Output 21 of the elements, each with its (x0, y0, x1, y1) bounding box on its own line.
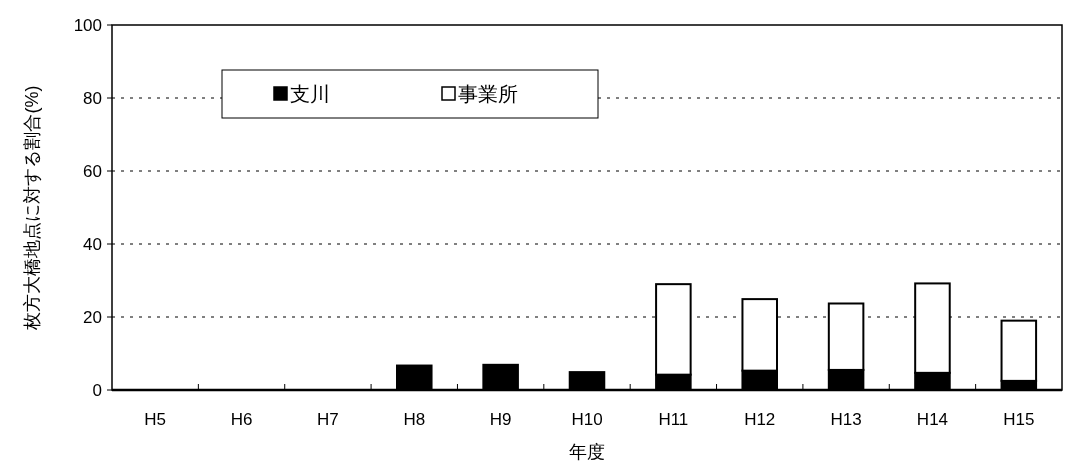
x-tick-label: H9 (489, 410, 512, 429)
x-tick-label: H8 (403, 410, 426, 429)
y-tick-label: 80 (83, 89, 102, 108)
x-tick-label: H11 (658, 410, 689, 429)
y-axis-title: 枚方大橋地点に対する割合(%) (22, 85, 42, 331)
y-tick-label: 60 (83, 162, 102, 181)
y-tick-label: 0 (92, 381, 102, 400)
y-tick-label: 100 (73, 16, 102, 35)
legend-label: 支川 (290, 83, 330, 105)
x-tick-label: H5 (144, 410, 167, 429)
x-tick-label: H12 (744, 410, 776, 429)
x-tick-label: H6 (230, 410, 253, 429)
y-tick-label: 20 (83, 308, 102, 327)
x-tick-label: H10 (571, 410, 603, 429)
x-tick-label: H7 (317, 410, 339, 429)
x-axis-title: 年度 (569, 442, 605, 462)
x-tick-label: H15 (1003, 410, 1035, 429)
x-tick-label: H13 (830, 410, 862, 429)
legend-label: 事業所 (458, 83, 518, 105)
x-tick-label: H14 (916, 410, 949, 429)
y-tick-label: 40 (83, 235, 102, 254)
